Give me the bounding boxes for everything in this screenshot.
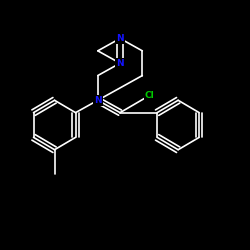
Text: N: N bbox=[116, 34, 124, 43]
Text: N: N bbox=[116, 59, 124, 68]
Text: Cl: Cl bbox=[145, 91, 154, 100]
Text: N: N bbox=[94, 96, 102, 105]
